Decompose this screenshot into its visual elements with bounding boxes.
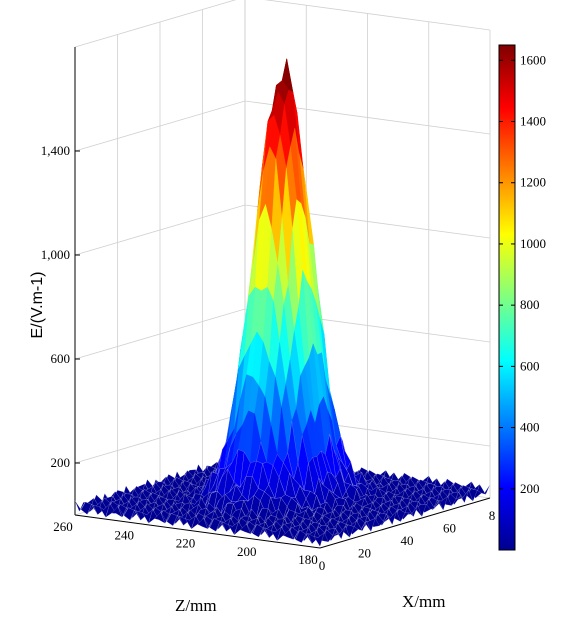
surface-cell	[208, 468, 220, 493]
surface-cell	[190, 497, 202, 515]
x-tick-label: 40	[401, 533, 414, 548]
colorbar-tick-label: 1200	[520, 175, 546, 190]
colorbar-tick-label: 1000	[520, 236, 546, 251]
surface-cell	[154, 511, 166, 524]
colorbar-tick-label: 400	[520, 420, 540, 435]
surface-cell	[245, 460, 257, 477]
surface-cell	[166, 513, 178, 527]
surface-cell	[99, 503, 111, 518]
surface-cell	[217, 468, 228, 499]
surface-plot	[74, 58, 491, 548]
surface-cell	[432, 499, 444, 511]
colorbar-tick-label: 1400	[520, 114, 546, 129]
surface-cell	[203, 517, 215, 530]
z-tick-label: 200	[237, 544, 257, 559]
surface-cell	[129, 509, 141, 521]
z-axis-label: Z/mm	[175, 596, 217, 615]
x-tick-label: 60	[443, 521, 456, 536]
x-axis-label: X/mm	[402, 592, 445, 611]
colorbar-tick-label: 800	[520, 297, 540, 312]
surface-cell	[209, 518, 221, 532]
surface-cell	[462, 489, 474, 502]
y-tick-label: 600	[51, 351, 71, 366]
colorbar-tick-label: 200	[520, 481, 540, 496]
surface-cell	[135, 510, 147, 521]
z-tick-label: 260	[53, 519, 73, 534]
axis-line	[319, 497, 491, 549]
grid-line	[74, 100, 491, 152]
y-axis-label: E/(V.m-1)	[29, 272, 46, 339]
axis-ticks: 0 20 40 60 8 260 240 220 200 180 200 600 1,000 1,400	[41, 143, 496, 573]
surface-cell	[211, 477, 222, 494]
grid-line	[74, 204, 491, 256]
surface-cell	[178, 516, 190, 526]
colorbar-ticks: 200 400 600 800 1000 1200 1400 1600	[499, 52, 546, 496]
colorbar-tick-label: 600	[520, 358, 540, 373]
surface-cell	[239, 451, 251, 488]
surface-cell	[241, 476, 253, 502]
surface-cell	[221, 462, 233, 478]
surface-cell	[215, 520, 227, 532]
grid-line	[74, 0, 491, 48]
colorbar-tick-label: 1600	[520, 52, 546, 67]
surface-cell	[322, 471, 334, 494]
surface-cell	[172, 515, 184, 526]
surface-cell	[233, 449, 245, 488]
surface-cell	[313, 532, 325, 548]
surface-cell	[235, 476, 247, 496]
colorbar	[498, 44, 516, 551]
axis-line	[74, 514, 321, 549]
surface-cell	[436, 496, 448, 511]
z-tick-label: 220	[176, 536, 196, 551]
x-tick-label: 8	[489, 508, 496, 523]
y-tick-label: 200	[51, 455, 71, 470]
surface-cell	[93, 505, 105, 515]
y-tick-label: 1,000	[41, 247, 70, 262]
surface-cell	[243, 494, 255, 515]
surface-cell	[148, 508, 160, 524]
y-tick-label: 1,400	[41, 143, 70, 158]
surface-cell	[317, 532, 329, 543]
surface-cell	[117, 506, 129, 518]
z-tick-label: 180	[298, 552, 318, 567]
surface-cell	[123, 507, 135, 521]
grid-line	[74, 308, 491, 360]
surface-cell	[356, 520, 367, 532]
surface-cell	[190, 515, 203, 530]
surface-cell	[330, 527, 342, 541]
surface-cell	[389, 510, 402, 523]
x-tick-label: 0	[319, 558, 326, 573]
surface-cell	[381, 513, 393, 526]
surface-cell	[174, 493, 186, 511]
surface-cell	[307, 533, 319, 545]
z-tick-label: 240	[115, 527, 135, 542]
surface-cell	[233, 500, 245, 518]
x-tick-label: 20	[358, 546, 371, 561]
surface-cell	[201, 471, 212, 501]
surface-cell	[111, 506, 123, 518]
